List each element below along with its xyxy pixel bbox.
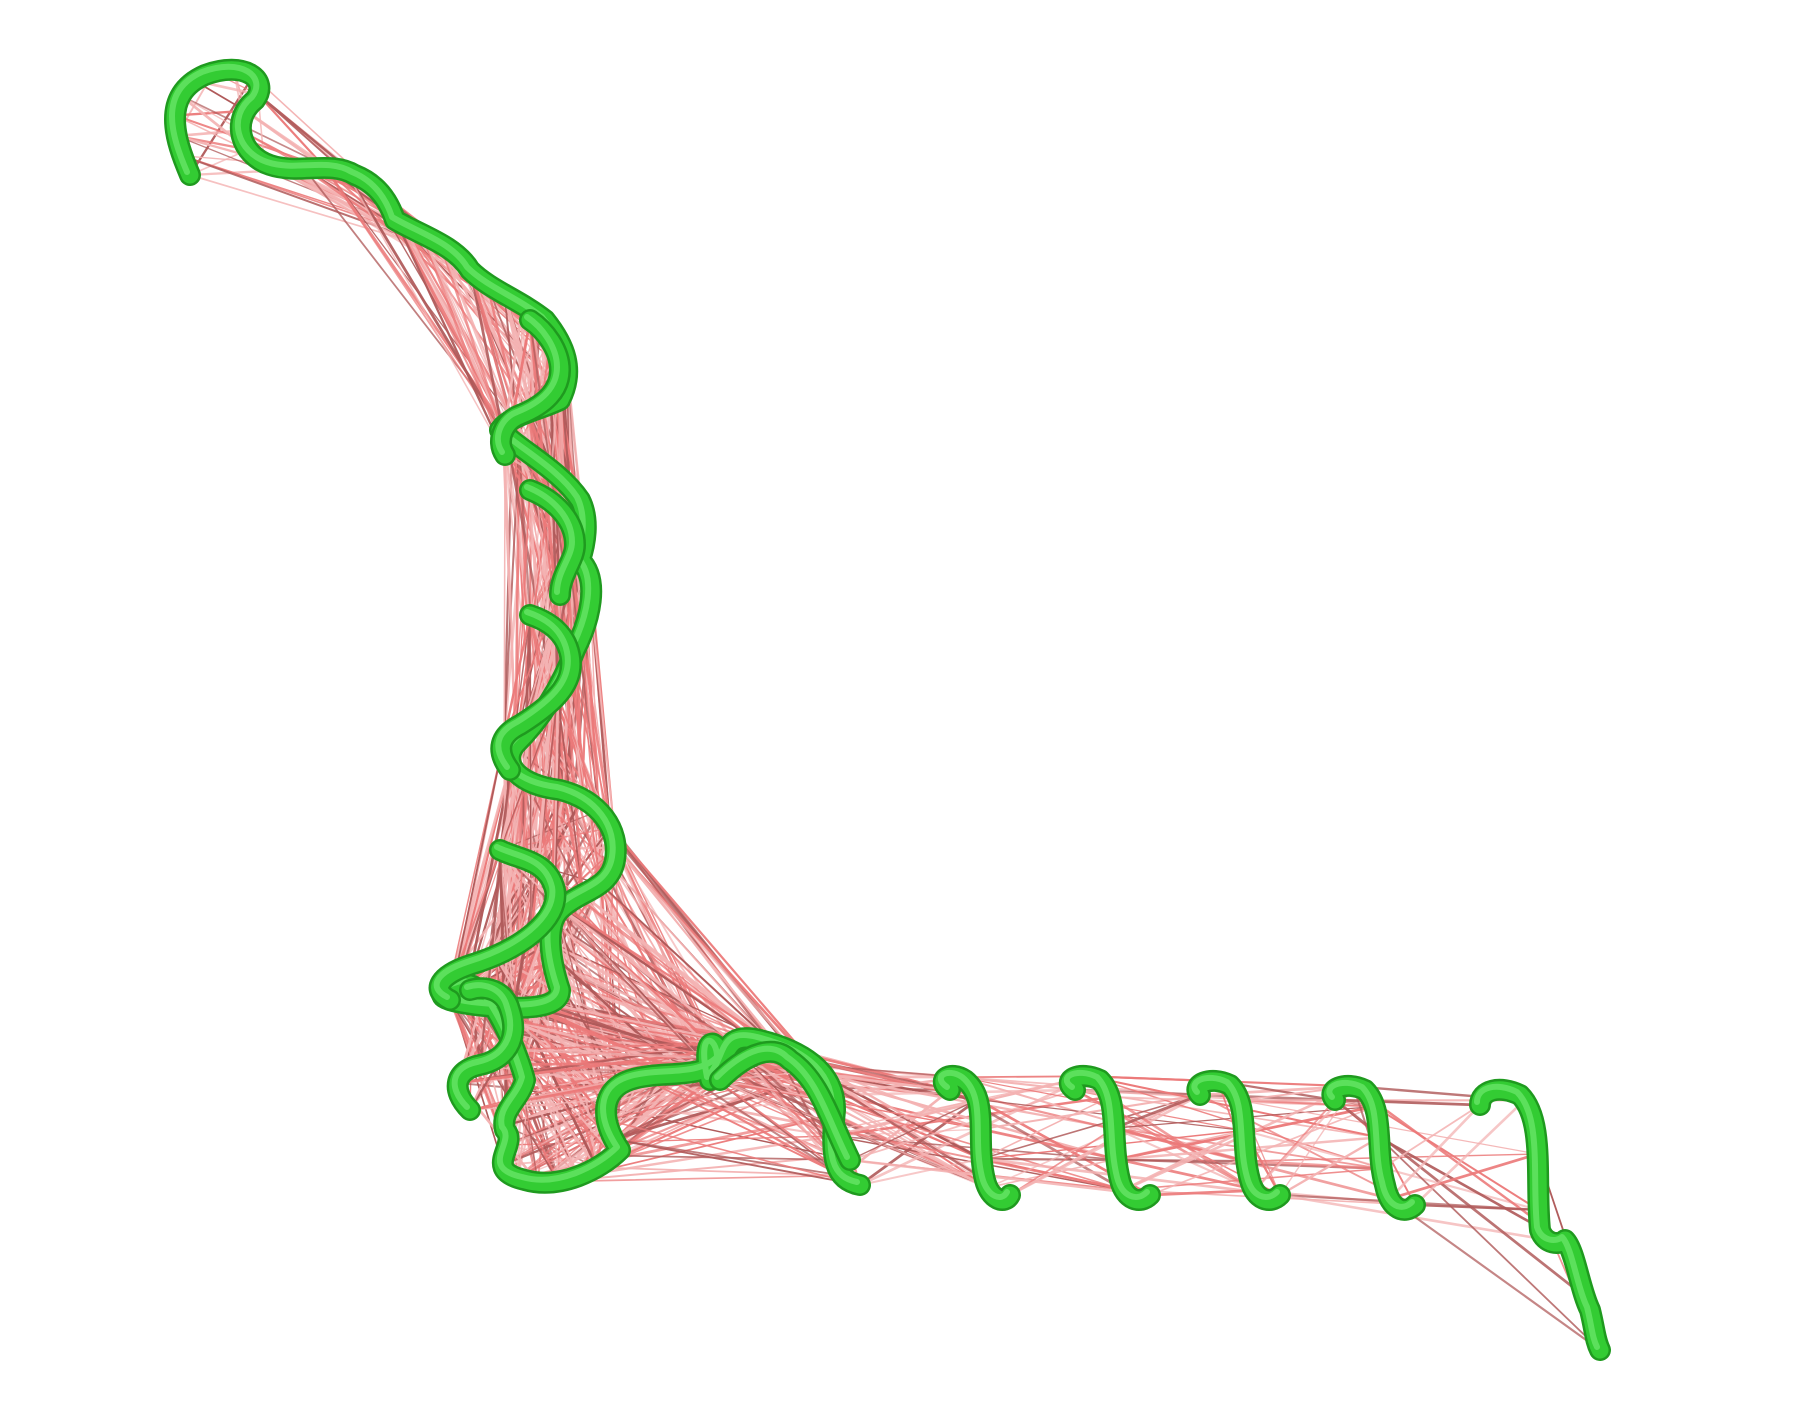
contact-line (1009, 1127, 1115, 1196)
contact-line (980, 1157, 1282, 1197)
contact-line (980, 1096, 1111, 1160)
helix-coil-layer (1471, 1081, 1609, 1359)
contact-line (835, 1075, 1090, 1131)
contact-line (449, 999, 559, 1183)
contact-line (1245, 1153, 1539, 1162)
backbone-tube-layer (169, 63, 860, 1185)
helix-coil (1186, 1069, 1291, 1211)
contact-line (1278, 1193, 1569, 1245)
contact-line (612, 1138, 861, 1186)
contact-line (455, 737, 506, 972)
contact-line (1149, 1105, 1376, 1196)
backbone-tube-group (164, 58, 1611, 1361)
contact-line (858, 1157, 983, 1187)
helix-coil-layer (495, 609, 571, 770)
contact-line (502, 613, 532, 740)
helix-coil (1321, 1074, 1426, 1221)
contact-line (849, 1089, 1076, 1161)
contact-line (1373, 1105, 1540, 1211)
contact-line (557, 1174, 843, 1183)
contact-line (1413, 1203, 1540, 1211)
contact-line (609, 826, 724, 1061)
contact-line (529, 614, 556, 903)
contact-line (188, 74, 255, 177)
contact-line (606, 1119, 861, 1186)
contact-line (719, 1079, 835, 1137)
contact-line (557, 1155, 836, 1183)
contact-line (1413, 1098, 1526, 1207)
contact-line (639, 1076, 844, 1177)
helix-coil-layer (1326, 1079, 1415, 1210)
helix-coil-layer (714, 1045, 850, 1160)
contact-line (979, 1093, 1202, 1131)
contact-line (609, 826, 779, 1054)
contact-line (821, 1099, 982, 1130)
contact-line (1388, 1103, 1482, 1201)
helix-coil (446, 977, 525, 1121)
contact-line (1108, 1095, 1256, 1192)
contact-line (979, 1127, 1282, 1197)
contact-line (1148, 1189, 1256, 1197)
contact-line (1278, 1136, 1381, 1197)
contact-line (609, 826, 826, 1078)
helix-coil (490, 604, 582, 781)
contact-line (553, 900, 598, 1169)
contact-line (469, 269, 505, 435)
helix-coil (490, 309, 571, 466)
helix-coil (709, 1040, 861, 1171)
contact-line (529, 319, 566, 576)
contact-line (479, 865, 540, 1066)
helix-coil (1058, 1064, 1161, 1211)
helix-coil (1469, 1078, 1611, 1361)
contact-line (572, 532, 600, 812)
helix-coil-layer (937, 1069, 1010, 1200)
contact-line (503, 454, 506, 739)
contact-line (612, 1138, 844, 1177)
backbone-tube (164, 58, 871, 1196)
contact-line (506, 1135, 834, 1146)
contact-line (589, 598, 617, 849)
contact-line (503, 303, 524, 429)
helix-coil-layer (495, 314, 560, 455)
contact-line (466, 768, 512, 986)
contact-line (344, 169, 506, 456)
contact-line (389, 208, 507, 457)
contact-line (522, 613, 532, 781)
helix-coil-layer (1063, 1069, 1150, 1200)
helix-coil (932, 1064, 1021, 1211)
contact-line (529, 489, 559, 696)
contact-line (553, 900, 735, 1044)
contact-line (421, 233, 520, 447)
contact-line (659, 1073, 844, 1177)
contact-line (802, 1070, 1118, 1161)
contact-line (257, 93, 327, 169)
contact-line (1244, 1159, 1383, 1170)
contact-line (719, 1079, 1011, 1196)
contact-line (849, 1098, 979, 1161)
contact-line (1388, 1152, 1539, 1201)
contact-line (553, 900, 755, 1040)
contact-line (980, 1094, 1201, 1160)
helix-coil-layer (1191, 1074, 1280, 1200)
helix-coil-layer (433, 844, 556, 1000)
contact-line (499, 769, 511, 851)
contact-line (1112, 1093, 1202, 1130)
contact-line (402, 223, 507, 429)
contact-line (420, 232, 507, 457)
helix-coil-layer (524, 484, 575, 595)
contact-line (639, 1076, 851, 1161)
contact-line (447, 761, 513, 991)
contact-line (469, 1098, 609, 1111)
contact-line (1388, 1197, 1602, 1352)
helix-coil (428, 839, 567, 1011)
helix-coil (519, 479, 586, 606)
contact-line (439, 242, 505, 435)
contact-line (848, 1158, 1152, 1197)
helix-coil-layer (1474, 1083, 1600, 1350)
contact-line (344, 169, 505, 435)
helix-coil-layer (451, 982, 514, 1110)
contact-line (1380, 1104, 1481, 1170)
